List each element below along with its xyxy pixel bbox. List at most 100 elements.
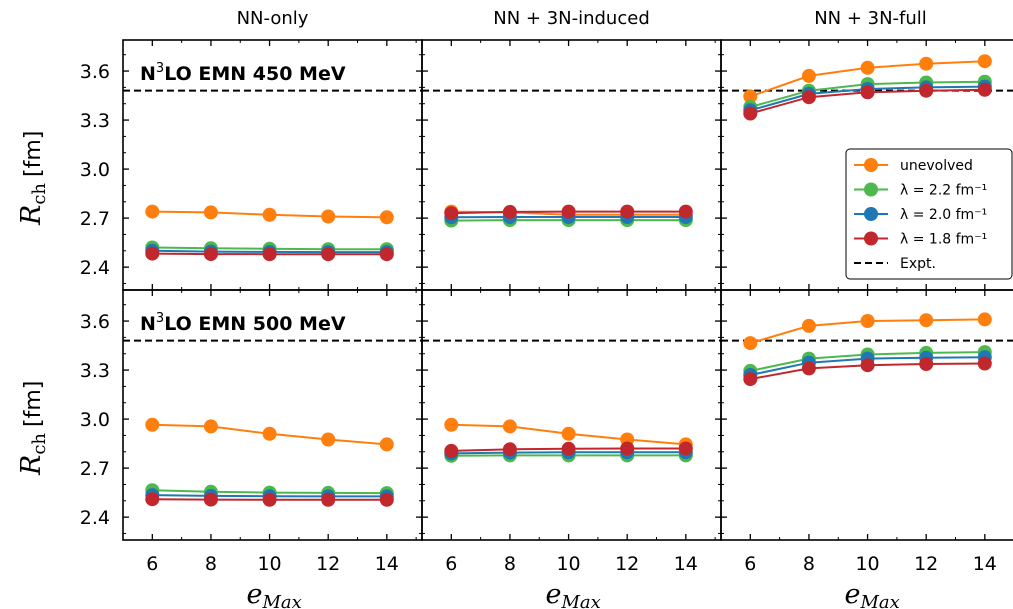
data-point-lambda_1.8 xyxy=(743,106,758,121)
legend-label: Expt. xyxy=(900,256,936,272)
data-point-unevolved xyxy=(444,417,459,432)
panel-0-2 xyxy=(720,40,1013,290)
axis-label-main: e xyxy=(546,579,562,609)
x-tick-label: 14 xyxy=(674,553,698,575)
panel-label: N3LO EMN 500 MeV xyxy=(140,311,346,335)
label-superscript: 3 xyxy=(156,61,164,76)
legend-swatch-marker xyxy=(864,182,878,197)
data-point-unevolved xyxy=(262,207,277,222)
y-tick-label: 3.0 xyxy=(80,159,110,181)
panel-1-1 xyxy=(421,290,721,540)
x-tick-label: 8 xyxy=(803,553,815,575)
panel-1-0 xyxy=(122,290,422,540)
data-point-unevolved xyxy=(379,210,394,225)
y-tick-label: 2.7 xyxy=(80,458,110,480)
axis-label-unit: [fm] xyxy=(21,381,46,427)
y-axis-label: Rch [fm] xyxy=(16,131,50,226)
x-tick-label: 14 xyxy=(375,553,399,575)
data-point-unevolved xyxy=(502,419,517,434)
data-point-lambda_1.8 xyxy=(203,247,218,262)
legend-label: λ = 2.0 fm⁻¹ xyxy=(900,207,987,223)
panel-0-1 xyxy=(421,40,721,290)
data-point-lambda_1.8 xyxy=(379,247,394,262)
x-tick-label: 12 xyxy=(615,553,639,575)
axis-label-subscript: Max xyxy=(560,592,600,609)
data-point-lambda_1.8 xyxy=(801,361,816,376)
y-axis-label: Rch [fm] xyxy=(16,381,50,476)
column-title: NN + 3N-full xyxy=(814,8,927,29)
legend-swatch-marker xyxy=(864,231,878,246)
legend-label: unevolved xyxy=(900,158,973,174)
data-point-unevolved xyxy=(743,89,758,104)
data-point-lambda_1.8 xyxy=(145,246,160,261)
x-tick-label: 6 xyxy=(445,553,457,575)
column-title: NN + 3N-induced xyxy=(493,8,650,29)
x-tick-label: 6 xyxy=(146,553,158,575)
axis-label-subscript: Max xyxy=(859,592,899,609)
x-tick-label: 14 xyxy=(973,553,997,575)
data-point-lambda_1.8 xyxy=(444,206,459,221)
data-point-lambda_1.8 xyxy=(860,85,875,100)
data-point-lambda_1.8 xyxy=(145,492,160,507)
panel-1-2 xyxy=(720,290,1013,540)
y-tick-label: 3.3 xyxy=(80,360,110,382)
x-tick-label: 10 xyxy=(855,553,879,575)
label-part: LO EMN 500 MeV xyxy=(164,313,346,335)
data-point-lambda_1.8 xyxy=(977,356,992,371)
data-point-lambda_1.8 xyxy=(444,443,459,458)
data-point-lambda_1.8 xyxy=(561,441,576,456)
axis-label-main: e xyxy=(845,579,861,609)
x-tick-label: 6 xyxy=(744,553,756,575)
data-point-lambda_1.8 xyxy=(860,358,875,373)
x-tick-label: 10 xyxy=(257,553,281,575)
axis-label-subscript: Max xyxy=(261,592,301,609)
x-tick-label: 12 xyxy=(914,553,938,575)
data-point-lambda_1.8 xyxy=(977,82,992,97)
y-tick-label: 2.4 xyxy=(80,507,110,529)
label-part: N xyxy=(140,313,156,335)
data-point-unevolved xyxy=(321,209,336,224)
panel-frame xyxy=(421,289,722,541)
data-point-lambda_1.8 xyxy=(620,204,635,219)
legend-label: λ = 1.8 fm⁻¹ xyxy=(900,232,987,248)
data-point-unevolved xyxy=(743,336,758,351)
data-point-unevolved xyxy=(919,56,934,71)
panels-layer xyxy=(122,39,1013,541)
legend-label: λ = 2.2 fm⁻¹ xyxy=(900,183,987,199)
y-tick-label: 2.4 xyxy=(80,257,110,279)
data-point-unevolved xyxy=(203,205,218,220)
x-axis-label: eMax xyxy=(845,579,900,609)
data-point-lambda_1.8 xyxy=(379,492,394,507)
axis-label-subscript: ch xyxy=(29,433,50,455)
data-point-lambda_1.8 xyxy=(502,442,517,457)
axis-label-subscript: ch xyxy=(29,183,50,205)
data-point-lambda_1.8 xyxy=(801,90,816,105)
column-title: NN-only xyxy=(237,8,309,29)
panel-label: N3LO EMN 450 MeV xyxy=(140,61,346,85)
data-point-unevolved xyxy=(801,68,816,83)
y-tick-label: 3.6 xyxy=(80,311,110,333)
x-tick-label: 8 xyxy=(504,553,516,575)
data-point-lambda_1.8 xyxy=(919,357,934,371)
data-point-unevolved xyxy=(801,318,816,333)
x-axis-label: eMax xyxy=(247,579,302,609)
panel-frame xyxy=(720,289,1013,541)
data-point-unevolved xyxy=(561,426,576,441)
data-point-unevolved xyxy=(262,426,277,441)
data-point-unevolved xyxy=(860,314,875,328)
data-point-unevolved xyxy=(145,417,160,432)
legend-box xyxy=(845,148,1013,280)
label-part: N xyxy=(140,63,156,85)
data-point-unevolved xyxy=(145,204,160,219)
y-tick-label: 3.6 xyxy=(80,61,110,83)
axis-label-main: e xyxy=(247,579,263,609)
data-point-lambda_1.8 xyxy=(678,204,693,219)
data-point-lambda_1.8 xyxy=(262,247,277,262)
data-point-lambda_1.8 xyxy=(561,204,576,219)
data-point-lambda_1.8 xyxy=(203,492,218,507)
axis-label-unit: [fm] xyxy=(21,131,46,177)
x-tick-label: 12 xyxy=(316,553,340,575)
data-point-unevolved xyxy=(977,54,992,69)
